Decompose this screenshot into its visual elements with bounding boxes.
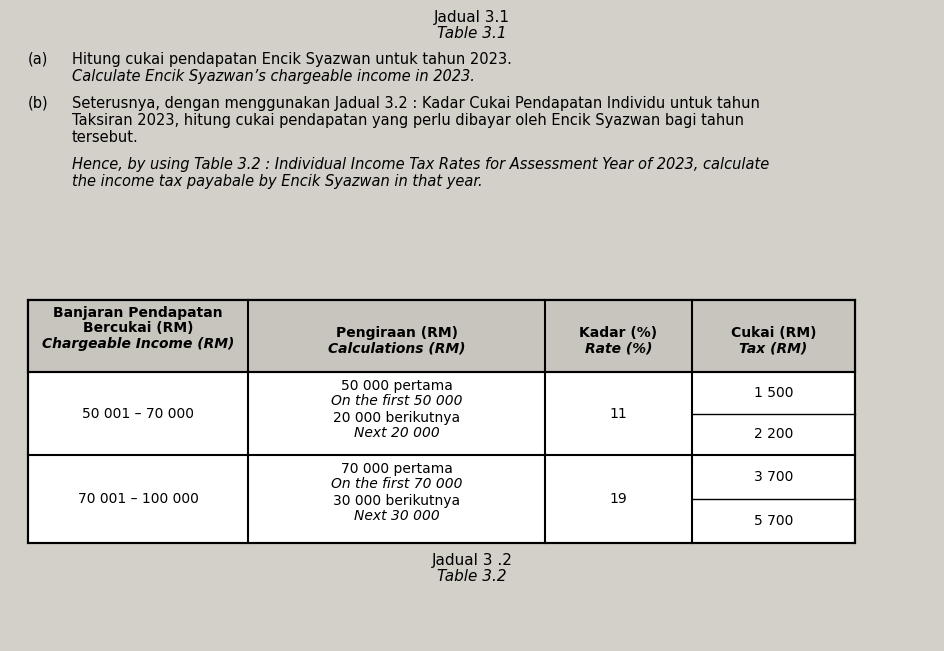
Text: Next 20 000: Next 20 000 bbox=[353, 426, 439, 440]
Text: Chargeable Income (RM): Chargeable Income (RM) bbox=[42, 337, 234, 351]
Text: 30 000 berikutnya: 30 000 berikutnya bbox=[332, 494, 460, 508]
Text: On the first 50 000: On the first 50 000 bbox=[330, 394, 462, 408]
Text: Table 3.2: Table 3.2 bbox=[437, 569, 506, 584]
Text: Calculations (RM): Calculations (RM) bbox=[328, 342, 464, 356]
Text: 70 000 pertama: 70 000 pertama bbox=[340, 462, 452, 476]
Text: Banjaran Pendapatan: Banjaran Pendapatan bbox=[53, 306, 223, 320]
Text: Bercukai (RM): Bercukai (RM) bbox=[83, 321, 193, 335]
Text: 11: 11 bbox=[609, 406, 627, 421]
Bar bbox=[28, 300, 854, 372]
Text: On the first 70 000: On the first 70 000 bbox=[330, 477, 462, 491]
Text: 70 001 – 100 000: 70 001 – 100 000 bbox=[77, 492, 198, 506]
Text: Cukai (RM): Cukai (RM) bbox=[730, 326, 816, 340]
Text: Taksiran 2023, hitung cukai pendapatan yang perlu dibayar oleh Encik Syazwan bag: Taksiran 2023, hitung cukai pendapatan y… bbox=[72, 113, 743, 128]
Text: Rate (%): Rate (%) bbox=[584, 342, 651, 356]
Text: 1 500: 1 500 bbox=[753, 386, 792, 400]
Text: Seterusnya, dengan menggunakan Jadual 3.2 : Kadar Cukai Pendapatan Individu untu: Seterusnya, dengan menggunakan Jadual 3.… bbox=[72, 96, 759, 111]
Text: Next 30 000: Next 30 000 bbox=[353, 509, 439, 523]
Text: Pengiraan (RM): Pengiraan (RM) bbox=[335, 326, 457, 340]
Text: (b): (b) bbox=[28, 96, 48, 111]
Text: 3 700: 3 700 bbox=[753, 470, 792, 484]
Text: tersebut.: tersebut. bbox=[72, 130, 139, 145]
Text: Jadual 3.1: Jadual 3.1 bbox=[433, 10, 510, 25]
Text: Table 3.1: Table 3.1 bbox=[437, 26, 506, 41]
Text: Kadar (%): Kadar (%) bbox=[579, 326, 657, 340]
Text: (a): (a) bbox=[28, 52, 48, 67]
Text: 50 001 – 70 000: 50 001 – 70 000 bbox=[82, 406, 194, 421]
Text: 5 700: 5 700 bbox=[753, 514, 792, 528]
Text: 50 000 pertama: 50 000 pertama bbox=[340, 379, 452, 393]
Text: Hence, by using Table 3.2 : Individual Income Tax Rates for Assessment Year of 2: Hence, by using Table 3.2 : Individual I… bbox=[72, 157, 768, 172]
Text: Hitung cukai pendapatan Encik Syazwan untuk tahun 2023.: Hitung cukai pendapatan Encik Syazwan un… bbox=[72, 52, 512, 67]
Bar bbox=[28, 300, 854, 543]
Text: 19: 19 bbox=[609, 492, 627, 506]
Text: Tax (RM): Tax (RM) bbox=[738, 342, 807, 356]
Text: 2 200: 2 200 bbox=[753, 427, 792, 441]
Text: 20 000 berikutnya: 20 000 berikutnya bbox=[332, 411, 460, 425]
Text: Calculate Encik Syazwan’s chargeable income in 2023.: Calculate Encik Syazwan’s chargeable inc… bbox=[72, 69, 475, 84]
Text: Jadual 3 .2: Jadual 3 .2 bbox=[431, 553, 512, 568]
Text: the income tax payabale by Encik Syazwan in that year.: the income tax payabale by Encik Syazwan… bbox=[72, 174, 482, 189]
